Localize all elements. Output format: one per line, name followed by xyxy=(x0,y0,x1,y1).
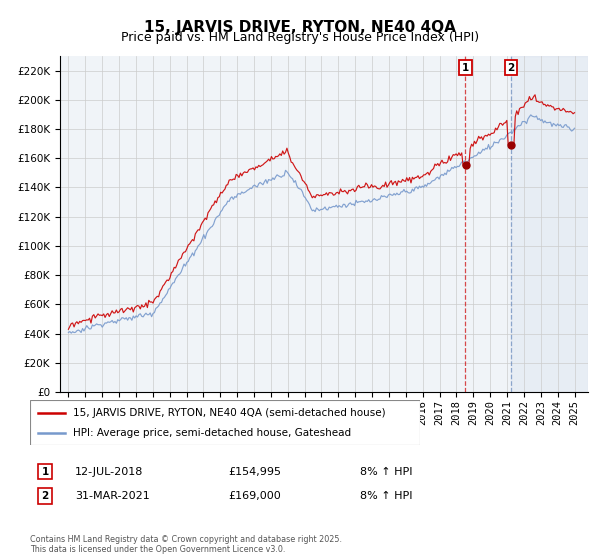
Text: 12-JUL-2018: 12-JUL-2018 xyxy=(75,466,143,477)
Text: 8% ↑ HPI: 8% ↑ HPI xyxy=(360,466,413,477)
Text: HPI: Average price, semi-detached house, Gateshead: HPI: Average price, semi-detached house,… xyxy=(73,428,351,438)
Text: Price paid vs. HM Land Registry's House Price Index (HPI): Price paid vs. HM Land Registry's House … xyxy=(121,31,479,44)
Text: 2: 2 xyxy=(508,63,515,73)
Bar xyxy=(511,56,588,392)
Text: £169,000: £169,000 xyxy=(228,491,281,501)
Text: 15, JARVIS DRIVE, RYTON, NE40 4QA: 15, JARVIS DRIVE, RYTON, NE40 4QA xyxy=(144,20,456,35)
Text: 8% ↑ HPI: 8% ↑ HPI xyxy=(360,491,413,501)
Text: 31-MAR-2021: 31-MAR-2021 xyxy=(75,491,150,501)
Text: 15, JARVIS DRIVE, RYTON, NE40 4QA (semi-detached house): 15, JARVIS DRIVE, RYTON, NE40 4QA (semi-… xyxy=(73,408,386,418)
Text: Contains HM Land Registry data © Crown copyright and database right 2025.
This d: Contains HM Land Registry data © Crown c… xyxy=(30,535,342,554)
Text: 2: 2 xyxy=(41,491,49,501)
Text: 1: 1 xyxy=(462,63,469,73)
Text: £154,995: £154,995 xyxy=(228,466,281,477)
Text: 1: 1 xyxy=(41,466,49,477)
